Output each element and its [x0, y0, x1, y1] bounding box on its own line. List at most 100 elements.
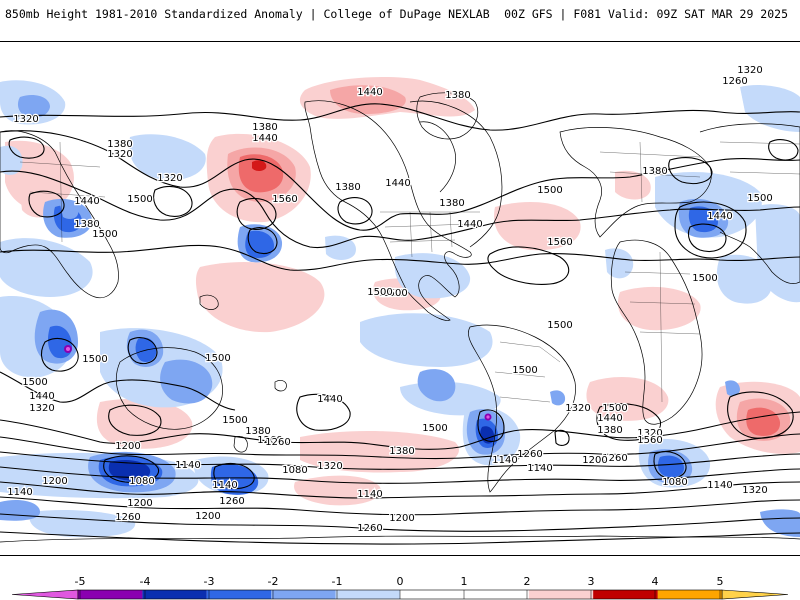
contour-label: 1380 — [597, 425, 622, 436]
coastline-islands — [274, 380, 287, 392]
contour-label: 1320 — [317, 461, 342, 472]
contour-label: 1440 — [597, 413, 622, 424]
anomaly-negative-region — [325, 235, 356, 260]
contour-label: 1140 — [707, 480, 732, 491]
anomaly-negative-core — [17, 95, 51, 118]
contour-label: 1440 — [29, 391, 54, 402]
anomaly-negative-core — [60, 202, 79, 219]
colorbar-segment — [142, 590, 207, 599]
contour-label: 1200 — [389, 513, 414, 524]
contour-label: 1200 — [195, 511, 220, 522]
contour-label: 1320 — [107, 149, 132, 160]
contour-label: 1380 — [107, 139, 132, 150]
contour-label: 1260 — [517, 449, 542, 460]
contour-label: 1500 — [692, 273, 717, 284]
contour-label: 1140 — [527, 463, 552, 474]
contour-label: 1440 — [385, 178, 410, 189]
anomaly-extreme-negative — [66, 347, 70, 351]
height-contour — [0, 244, 800, 271]
anomaly-negative-core — [108, 459, 151, 481]
contour-label: 1560 — [637, 435, 662, 446]
height-contour — [0, 130, 800, 231]
coastline-asia — [699, 123, 800, 285]
anomaly-negative-region — [394, 253, 471, 299]
height-contour — [153, 185, 193, 217]
contour-label: 1140 — [7, 487, 32, 498]
contour-label: 1260 — [219, 496, 244, 507]
height-contour — [213, 463, 255, 490]
height-contour — [727, 391, 794, 439]
contour-label: 1380 — [445, 90, 470, 101]
anomaly-negative-core — [550, 390, 566, 406]
coastline-australia — [116, 347, 223, 430]
anomaly-extreme-negative — [486, 415, 490, 419]
contour-label: 1500 — [205, 353, 230, 364]
colorbar-segment — [335, 590, 400, 599]
contour-label: 1440 — [317, 394, 342, 405]
contour-label: 1500 — [92, 229, 117, 240]
anomaly-negative-region — [360, 313, 493, 367]
colorbar-tick-label: -5 — [75, 575, 86, 588]
contour-label: 1080 — [662, 477, 687, 488]
contour-label: 1380 — [642, 166, 667, 177]
contour-label: 1500 — [422, 423, 447, 434]
coastline-south-america — [468, 324, 576, 493]
colorbar-extend-low — [11, 589, 79, 600]
anomaly-positive-region — [96, 398, 193, 449]
coastline-islands — [199, 294, 219, 310]
colorbar-segment — [528, 590, 594, 599]
anomaly-negative-region — [0, 145, 23, 175]
anomaly-negative-core — [0, 500, 40, 521]
coastline-europe — [559, 127, 712, 238]
height-contour — [28, 190, 65, 218]
political-boundaries — [19, 141, 800, 403]
height-contour — [0, 531, 800, 545]
contour-label: 1140 — [492, 455, 517, 466]
contour-label: 1320 — [742, 485, 767, 496]
height-contour — [337, 197, 373, 225]
contour-label: 1200 — [42, 476, 67, 487]
contour-label: 1380 — [335, 182, 360, 193]
contour-label: 1320 — [29, 403, 54, 414]
anomaly-colorbar: -5 -4 -3 -2 -1 0 1 2 3 4 5 — [0, 570, 800, 600]
coastline-north-america — [304, 100, 472, 321]
colorbar-segment — [271, 590, 336, 599]
height-contour — [108, 404, 162, 436]
height-contour — [596, 403, 662, 441]
contour-label: 1380 — [389, 446, 414, 457]
contour-label: 1500 — [747, 193, 772, 204]
height-contour — [0, 411, 800, 450]
coastline-north-america — [419, 121, 456, 193]
contour-label: 1500 — [382, 288, 407, 299]
height-contour — [0, 451, 800, 470]
anomaly-negative-core — [657, 455, 684, 478]
colorbar-tick-label: 1 — [461, 575, 468, 588]
contour-label: 1560 — [379, 288, 404, 299]
anomaly-negative-core — [725, 380, 740, 397]
anomaly-negative-region — [0, 238, 93, 297]
colorbar-segment — [400, 590, 465, 599]
colorbar-tick-label: 0 — [397, 575, 404, 588]
colorbar-tick-label: -2 — [268, 575, 279, 588]
contour-label: 1200 — [115, 441, 140, 452]
anomaly-negative-region — [740, 85, 800, 132]
world-map[interactable]: 1320 1260 1440 1380 1320 1380 1320 1440 1380 1500… — [0, 41, 800, 556]
contour-label: 1380 — [74, 219, 99, 230]
contour-label: 1500 — [367, 287, 392, 298]
colorbar-tick-label: 4 — [652, 575, 659, 588]
contour-label: 1200 — [127, 498, 152, 509]
height-contour — [8, 136, 45, 159]
contour-label: 1260 — [265, 437, 290, 448]
height-contour — [487, 246, 570, 285]
contour-label: 1260 — [357, 523, 382, 534]
height-contour — [0, 103, 800, 131]
coastline-greenland — [416, 92, 479, 140]
anomaly-negative-region — [29, 510, 136, 538]
coastline-islands — [233, 436, 248, 453]
contour-label: 1440 — [457, 219, 482, 230]
height-contour — [653, 451, 687, 479]
colorbar-tick-label: -1 — [332, 575, 343, 588]
height-contour — [687, 223, 727, 253]
